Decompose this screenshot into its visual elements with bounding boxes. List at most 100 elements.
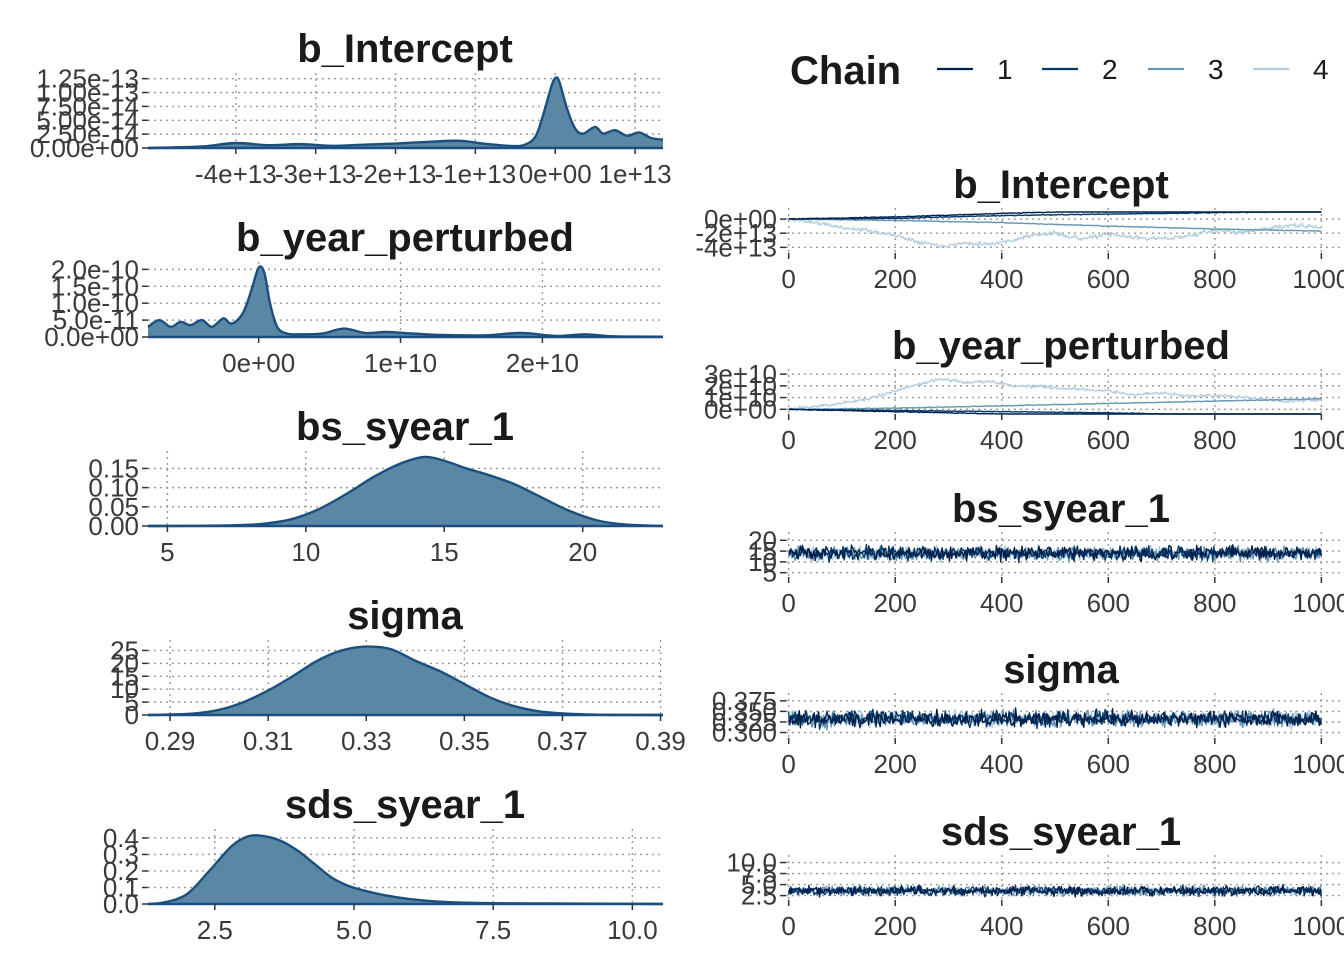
y-tick-label: 5.00e-14 bbox=[36, 105, 139, 135]
x-tick-label: 1000 bbox=[1292, 749, 1344, 779]
y-tick-label: 1.0e-10 bbox=[51, 288, 139, 318]
y-tick-label: 1e+10 bbox=[704, 383, 777, 413]
x-tick-label: 200 bbox=[874, 749, 917, 779]
y-tick-label: 0.1 bbox=[103, 872, 139, 902]
x-tick-label: 800 bbox=[1193, 911, 1236, 941]
panel-title: b_Intercept bbox=[297, 27, 513, 71]
x-tick-label: 0 bbox=[781, 911, 795, 941]
x-tick-label: -2e+13 bbox=[355, 159, 437, 189]
y-tick-label: 1.25e-13 bbox=[36, 64, 139, 94]
x-tick-label: 1e+13 bbox=[599, 159, 672, 189]
x-tick-label: 0.35 bbox=[439, 726, 490, 756]
y-tick-label: 5.0 bbox=[741, 870, 777, 900]
x-tick-label: 0.33 bbox=[341, 726, 392, 756]
x-tick-label: 7.5 bbox=[475, 915, 511, 945]
density-line bbox=[147, 645, 664, 717]
x-tick-label: 600 bbox=[1087, 749, 1130, 779]
x-tick-label: 400 bbox=[980, 588, 1023, 618]
panel-density-b-Intercept: b_Intercept 0.00e+002.50e-145.00e-147.50e… bbox=[30, 27, 672, 189]
x-tick-label: 800 bbox=[1193, 749, 1236, 779]
x-tick-label: 5 bbox=[160, 537, 174, 567]
x-tick-label: 1000 bbox=[1292, 264, 1344, 294]
legend-label-chain-3: 3 bbox=[1208, 54, 1224, 85]
y-tick-label: 25 bbox=[110, 635, 139, 665]
x-tick-label: 0.29 bbox=[145, 726, 196, 756]
y-tick-label: 0.05 bbox=[88, 492, 139, 522]
y-tick-label: 10 bbox=[748, 547, 777, 577]
legend-label-chain-2: 2 bbox=[1102, 54, 1118, 85]
trace-chain-4 bbox=[788, 217, 1322, 249]
density-area bbox=[148, 266, 663, 337]
y-tick-label: 0.350 bbox=[712, 696, 777, 726]
y-tick-label: 5 bbox=[763, 558, 777, 588]
y-tick-label: 5.0e-11 bbox=[53, 305, 139, 335]
y-tick-label: 2.0e-10 bbox=[51, 254, 139, 284]
panel-density-sds-syear-1: sds_syear_1 0.00.10.20.30.4 2.5 5.0 7.5 10.0 bbox=[103, 783, 664, 945]
legend-label-chain-1: 1 bbox=[997, 54, 1013, 85]
x-tick-label: 0.37 bbox=[537, 726, 588, 756]
x-tick-label: 10.0 bbox=[607, 915, 658, 945]
x-tick-label: 0 bbox=[781, 264, 795, 294]
x-tick-label: 2.5 bbox=[197, 915, 233, 945]
x-tick-label: 400 bbox=[980, 264, 1023, 294]
y-tick-label: 10 bbox=[110, 674, 139, 704]
y-tick-label: 0.0 bbox=[103, 889, 139, 919]
y-tick-label: 0.10 bbox=[88, 473, 139, 503]
trace-chain-1 bbox=[788, 211, 1322, 221]
y-tick-label: 0.15 bbox=[88, 453, 139, 483]
panel-title: b_year_perturbed bbox=[892, 324, 1230, 368]
x-tick-label: 800 bbox=[1193, 264, 1236, 294]
x-tick-label: 800 bbox=[1193, 425, 1236, 455]
x-tick-label: 800 bbox=[1193, 588, 1236, 618]
x-tick-label: 0.31 bbox=[243, 726, 294, 756]
trace-chain-1 bbox=[788, 544, 1322, 563]
y-tick-label: 20 bbox=[748, 525, 777, 555]
panel-title: bs_syear_1 bbox=[952, 487, 1170, 531]
x-tick-label: 1000 bbox=[1292, 425, 1344, 455]
y-tick-label: 0.0e+00 bbox=[44, 322, 139, 352]
y-tick-label: 0.00e+00 bbox=[30, 133, 139, 163]
density-line bbox=[147, 265, 664, 338]
y-tick-label: 0.2 bbox=[103, 856, 139, 886]
legend-label-chain-4: 4 bbox=[1313, 54, 1329, 85]
x-tick-label: 2e+10 bbox=[506, 348, 579, 378]
trace-chain-3 bbox=[788, 218, 1322, 232]
panel-title: b_Intercept bbox=[953, 163, 1169, 207]
y-tick-label: 5 bbox=[125, 687, 139, 717]
x-tick-label: 600 bbox=[1087, 588, 1130, 618]
y-tick-label: 15 bbox=[748, 536, 777, 566]
density-area bbox=[148, 646, 663, 715]
y-tick-label: 0 bbox=[125, 700, 139, 730]
density-area bbox=[148, 835, 663, 904]
trace-chain-1 bbox=[788, 707, 1323, 729]
y-tick-label: 15 bbox=[110, 661, 139, 691]
y-tick-label: 0.00 bbox=[88, 511, 139, 541]
y-tick-label: 0.3 bbox=[103, 839, 139, 869]
x-tick-label: -4e+13 bbox=[195, 159, 277, 189]
x-tick-label: 1000 bbox=[1292, 911, 1344, 941]
x-tick-label: 400 bbox=[980, 911, 1023, 941]
x-tick-label: 0e+00 bbox=[519, 159, 592, 189]
chain-legend: Chain 1 2 3 4 bbox=[790, 49, 1329, 93]
x-tick-label: 0.39 bbox=[635, 726, 686, 756]
y-tick-label: 2.50e-14 bbox=[36, 119, 139, 149]
panel-density-bs-syear-1: bs_syear_1 0.000.050.100.15 5 10 15 20 bbox=[88, 405, 664, 567]
x-tick-label: 200 bbox=[874, 425, 917, 455]
density-area bbox=[148, 77, 663, 148]
y-tick-label: 0.325 bbox=[712, 707, 777, 737]
x-tick-label: 1000 bbox=[1292, 588, 1344, 618]
y-tick-label: 2.5 bbox=[741, 881, 777, 911]
panel-density-b-year-perturbed: b_year_perturbed 0.0e+005.0e-111.0e-101.5… bbox=[44, 216, 664, 378]
x-tick-label: 400 bbox=[980, 749, 1023, 779]
density-line bbox=[147, 455, 664, 528]
y-tick-label: 10.0 bbox=[726, 848, 777, 878]
y-tick-label: 0.375 bbox=[712, 686, 777, 716]
x-tick-label: 0e+00 bbox=[222, 348, 295, 378]
trace-chain-1 bbox=[788, 883, 1323, 898]
y-tick-label: -4e+13 bbox=[695, 232, 777, 262]
x-tick-label: 15 bbox=[430, 537, 459, 567]
y-tick-label: 0.4 bbox=[103, 823, 139, 853]
